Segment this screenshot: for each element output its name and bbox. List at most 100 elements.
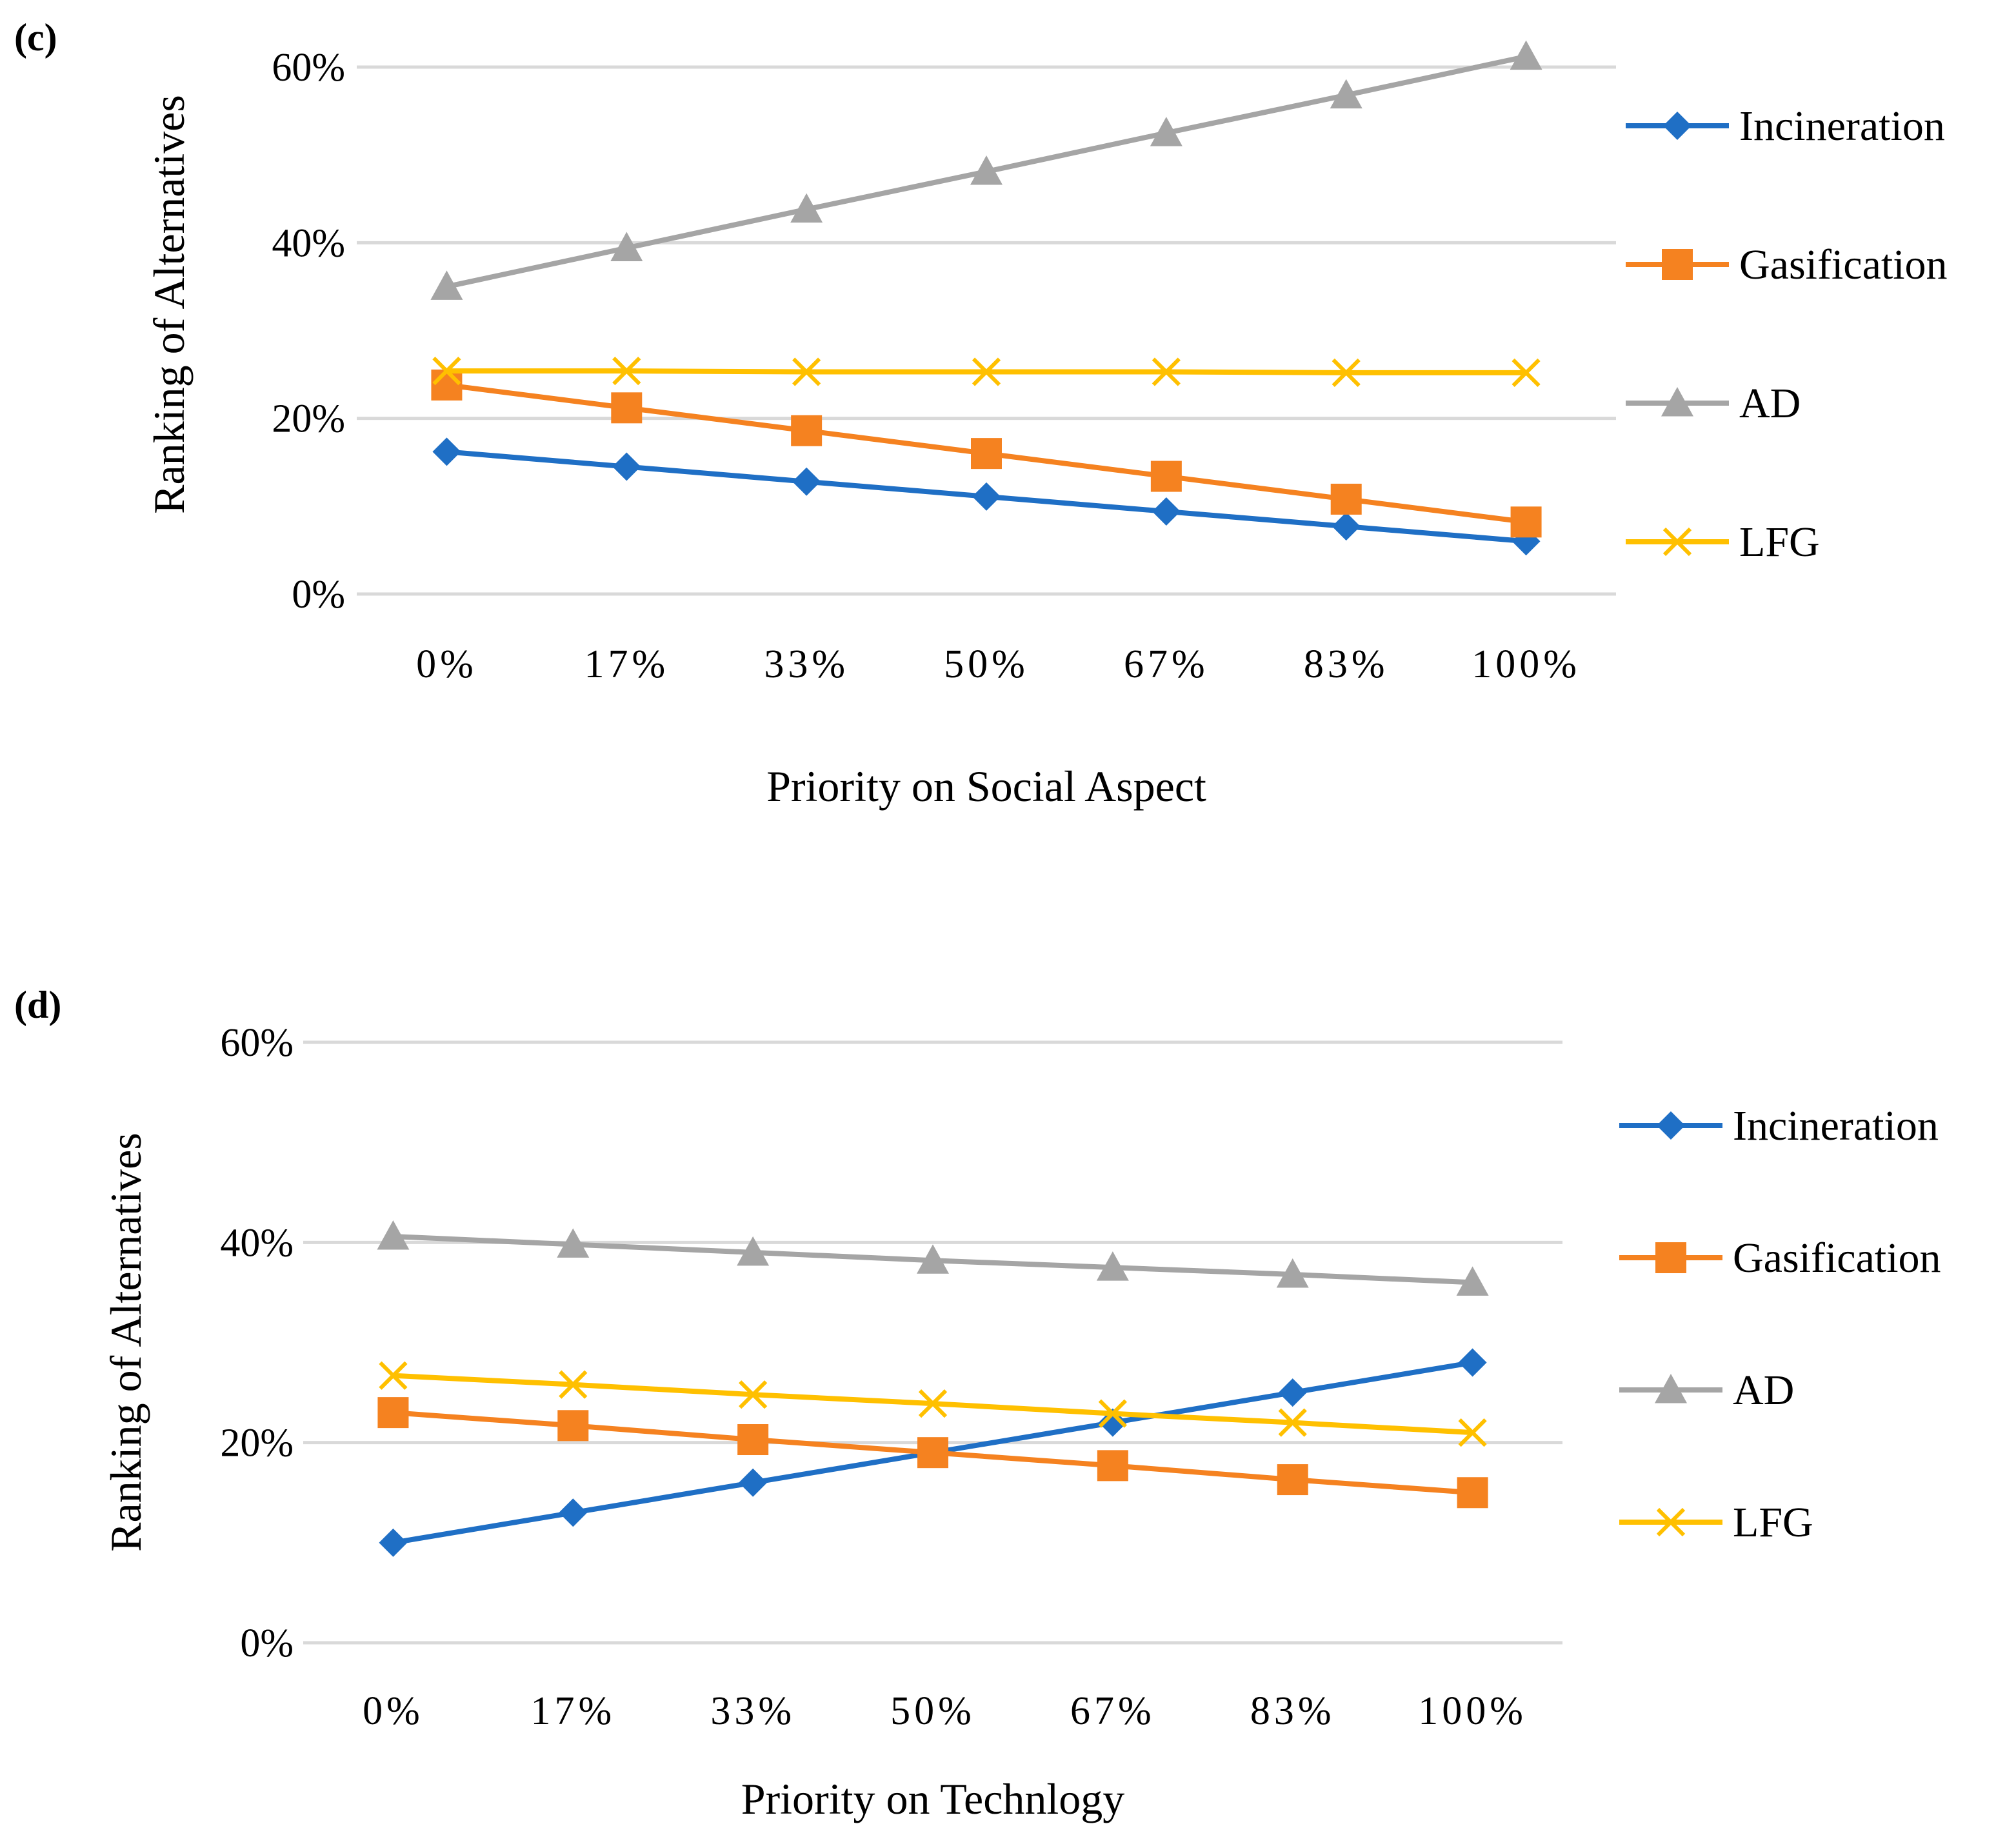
legend-marker-ad <box>1661 387 1693 417</box>
x-tick-label: 83% <box>1250 1689 1335 1733</box>
series-lfg <box>379 1361 1487 1447</box>
data-point-lfg <box>918 1389 948 1418</box>
x-tick-label: 50% <box>890 1689 975 1733</box>
data-point-lfg <box>739 1380 768 1409</box>
panel-label: (c) <box>14 16 57 59</box>
legend-marker-lfg <box>1656 1507 1686 1537</box>
series-gasification <box>377 1397 1488 1509</box>
x-tick-label: 67% <box>1124 642 1209 686</box>
legend-item-ad: AD <box>1619 1367 1794 1414</box>
y-tick-label: 0% <box>240 1621 294 1665</box>
data-point-incineration <box>1458 1348 1487 1377</box>
data-point-ad <box>1276 1258 1309 1288</box>
data-point-lfg <box>1458 1418 1487 1447</box>
y-tick-label: 20% <box>220 1422 294 1465</box>
legend-item-gasification: Gasification <box>1619 1234 1941 1282</box>
series-ad <box>377 1220 1489 1296</box>
data-point-gasification <box>917 1437 948 1469</box>
data-point-lfg <box>972 357 1001 386</box>
data-point-ad <box>610 232 643 262</box>
legend-label-gasification: Gasification <box>1733 1234 1941 1282</box>
legend-item-lfg: LFG <box>1626 519 1820 566</box>
x-axis-title: Priority on Technlogy <box>741 1774 1125 1823</box>
x-tick-label: 100% <box>1472 642 1581 686</box>
data-point-incineration <box>379 1528 408 1557</box>
data-point-incineration <box>559 1498 588 1527</box>
data-point-lfg <box>379 1361 408 1390</box>
data-point-lfg <box>1152 357 1181 386</box>
series-ad <box>430 40 1542 300</box>
legend-label-lfg: LFG <box>1733 1499 1813 1546</box>
data-point-gasification <box>377 1397 409 1429</box>
legend-label-incineration: Incineration <box>1733 1102 1939 1149</box>
x-tick-label: 33% <box>764 642 849 686</box>
x-tick-label: 17% <box>584 642 669 686</box>
data-point-incineration <box>612 452 641 481</box>
y-tick-label: 20% <box>272 397 345 441</box>
y-tick-label: 40% <box>220 1221 294 1265</box>
x-axis-title: Priority on Social Aspect <box>766 762 1206 811</box>
data-point-ad <box>1150 117 1183 146</box>
data-point-incineration <box>792 467 821 496</box>
data-point-gasification <box>1097 1450 1128 1482</box>
legend-marker-incineration <box>1657 1111 1685 1140</box>
data-point-gasification <box>1330 483 1362 515</box>
data-point-gasification <box>1277 1464 1308 1496</box>
x-tick-label: 17% <box>530 1689 615 1733</box>
data-point-incineration <box>1332 512 1361 541</box>
data-point-ad <box>557 1228 590 1258</box>
y-axis-title: Ranking of Alternatives <box>101 1133 150 1552</box>
x-tick-label: 83% <box>1304 642 1389 686</box>
data-point-gasification <box>1457 1477 1488 1509</box>
data-point-gasification <box>557 1410 589 1442</box>
data-point-ad <box>790 193 823 223</box>
legend-item-incineration: Incineration <box>1626 103 1945 150</box>
data-point-lfg <box>792 357 821 386</box>
data-point-incineration <box>1098 1408 1127 1437</box>
legend-marker-ad <box>1655 1374 1687 1403</box>
data-point-incineration <box>1278 1378 1307 1407</box>
data-point-lfg <box>1332 358 1361 387</box>
legend-label-gasification: Gasification <box>1739 241 1948 288</box>
data-point-ad <box>430 270 463 300</box>
chart-panel-c: (c) 0% 20% 40% 60% 0% 17% 33% 50% 67% 83% 100% Prior… <box>14 16 1948 811</box>
data-point-gasification <box>611 392 643 424</box>
legend-label-incineration: Incineration <box>1739 103 1945 150</box>
x-tick-label: 100% <box>1418 1689 1527 1733</box>
legend-item-incineration: Incineration <box>1619 1102 1939 1149</box>
data-point-lfg <box>1512 358 1541 387</box>
data-point-gasification <box>431 369 463 401</box>
data-point-gasification <box>971 438 1002 470</box>
x-tick-label: 67% <box>1070 1689 1155 1733</box>
x-tick-label: 33% <box>710 1689 795 1733</box>
data-point-gasification <box>1510 506 1542 538</box>
x-tick-label: 50% <box>944 642 1029 686</box>
data-point-ad <box>1510 40 1542 70</box>
legend-label-ad: AD <box>1739 380 1801 427</box>
series-incineration <box>432 437 1541 556</box>
legend-marker-incineration <box>1663 112 1692 140</box>
legend-item-ad: AD <box>1626 380 1801 427</box>
data-point-incineration <box>972 482 1001 511</box>
data-point-lfg <box>1278 1408 1307 1437</box>
data-point-gasification <box>791 415 823 446</box>
data-point-ad <box>1096 1251 1129 1281</box>
data-point-gasification <box>1150 461 1182 492</box>
legend-marker-lfg <box>1662 527 1692 557</box>
y-tick-label: 60% <box>220 1021 294 1065</box>
y-tick-label: 60% <box>272 46 345 90</box>
legend-label-ad: AD <box>1733 1367 1794 1414</box>
data-point-incineration <box>1152 497 1181 526</box>
data-point-lfg <box>432 357 461 386</box>
data-point-ad <box>737 1236 770 1266</box>
series-lfg <box>432 357 1541 387</box>
data-point-ad <box>970 155 1003 185</box>
y-axis-title: Ranking of Alternatives <box>145 95 194 514</box>
x-tick-label: 0% <box>363 1689 424 1733</box>
data-point-incineration <box>432 437 461 466</box>
y-tick-label: 0% <box>292 573 345 617</box>
data-point-ad <box>377 1220 410 1250</box>
data-point-lfg <box>559 1370 588 1399</box>
x-tick-label: 0% <box>416 642 477 686</box>
data-point-ad <box>1330 79 1362 109</box>
